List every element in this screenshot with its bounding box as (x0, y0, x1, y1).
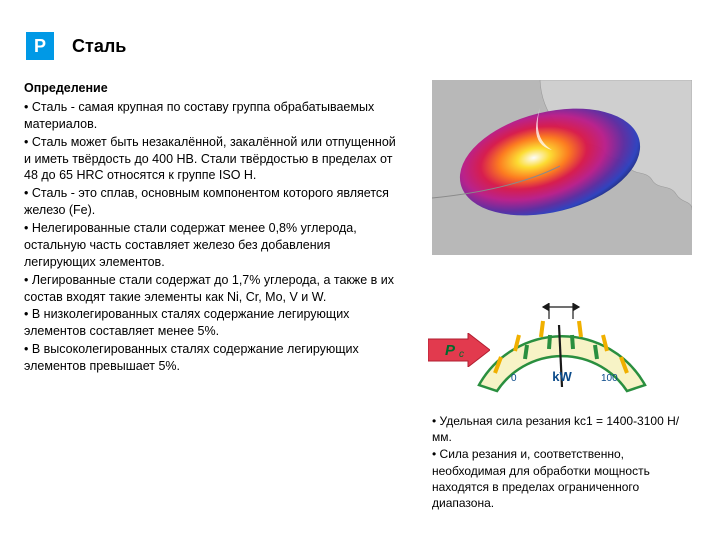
page-title: Сталь (72, 36, 126, 57)
gauge-unit: kW (552, 369, 572, 384)
definition-column: Определение • Сталь - самая крупная по с… (24, 80, 404, 512)
definition-bullet: • Сталь - это сплав, основным компоненто… (24, 185, 404, 219)
definition-bullet: • В высоколегированных сталях содержание… (24, 341, 404, 375)
power-gauge: P c (432, 295, 692, 395)
gauge-icon: 0 kW 100 (467, 295, 657, 395)
definition-heading: Определение (24, 80, 404, 97)
iso-p-badge: P (26, 32, 54, 60)
badge-letter: P (34, 36, 46, 57)
pc-arrow-icon: P c (428, 333, 490, 372)
thermal-cutting-image (432, 80, 692, 255)
definition-bullet: • Сталь - самая крупная по составу групп… (24, 99, 404, 133)
header: P Сталь (0, 0, 720, 60)
right-notes: • Удельная сила резания kc1 = 1400-3100 … (432, 413, 692, 512)
svg-text:c: c (459, 349, 464, 360)
definition-bullet: • Сталь может быть незакалённой, закалён… (24, 134, 404, 185)
definition-bullet: • Легированные стали содержат до 1,7% уг… (24, 272, 404, 306)
right-note-bullet: • Сила резания и, соответственно, необхо… (432, 446, 692, 511)
definition-bullet: • В низколегированных сталях содержание … (24, 306, 404, 340)
gauge-max: 100 (601, 373, 618, 384)
definition-bullet: • Нелегированные стали содержат менее 0,… (24, 220, 404, 271)
right-column: P c (404, 80, 702, 512)
main-content: Определение • Сталь - самая крупная по с… (0, 60, 720, 512)
gauge-min: 0 (511, 373, 517, 384)
right-note-bullet: • Удельная сила резания kc1 = 1400-3100 … (432, 413, 692, 445)
pc-label: P (445, 342, 456, 359)
